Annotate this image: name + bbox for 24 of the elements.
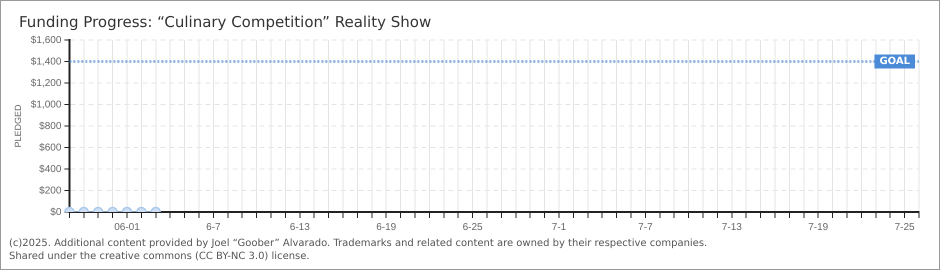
x-tick-label: 6-7 (206, 222, 222, 233)
text: (c)2025. Additional content provided by Joel “Goober” Alvarado. Trademarks and related content are owned by their respective companies. (9, 237, 708, 250)
y-axis-title: PLEDGED (12, 104, 23, 148)
x-tick-label: 7-19 (808, 222, 829, 233)
y-tick-label: $1,000 (30, 99, 62, 110)
x-tick-label: 6-13 (290, 222, 310, 233)
x-tick-label: 6-25 (462, 222, 484, 233)
y-tick-label: $400 (39, 164, 62, 175)
x-tick-label: 7-13 (722, 222, 742, 233)
y-tick-label: $600 (39, 142, 62, 154)
y-tick-label: $200 (39, 185, 62, 196)
text: Shared under the creative commons (CC BY-NC 3.0) license. (9, 250, 311, 263)
x-tick-label: 7-25 (894, 222, 916, 233)
x-tick-label: 7-7 (638, 222, 654, 233)
x-tick-label: 7-1 (552, 222, 567, 233)
y-tick-label: $800 (39, 120, 62, 132)
x-tick-label: 06-01 (114, 222, 140, 233)
ref-line-label: GOAL (879, 56, 911, 68)
y-tick-label: $1,200 (30, 78, 62, 89)
y-tick-label: $0 (50, 206, 62, 218)
chart-title: Funding Progress: “Culinary Competition” Reality Show (19, 13, 432, 31)
x-tick-label: 6-19 (376, 222, 397, 233)
y-tick-label: $1,400 (30, 56, 62, 68)
y-tick-label: $1,600 (30, 34, 62, 46)
